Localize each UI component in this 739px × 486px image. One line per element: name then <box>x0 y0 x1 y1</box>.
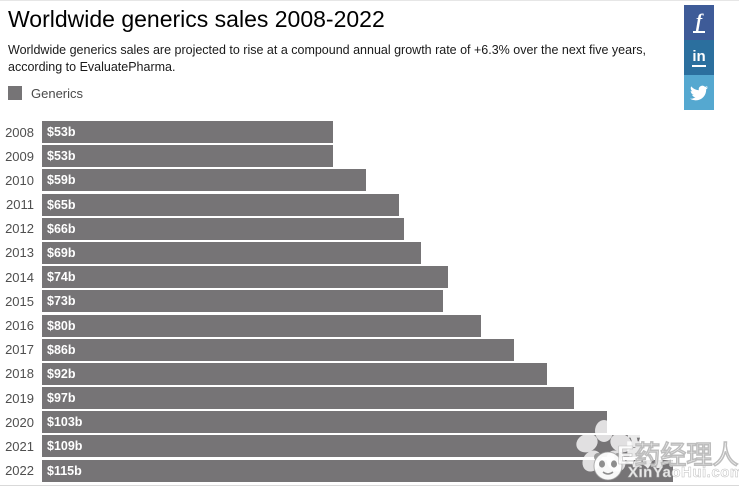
bar-value-label: $103b <box>47 415 83 430</box>
bar[interactable]: $65b <box>42 193 399 216</box>
bar-plot-area: $97b <box>42 387 739 410</box>
bar-row: 2020 $103b <box>0 411 739 434</box>
bar-plot-area: $65b <box>42 193 739 216</box>
bar-value-label: $73b <box>47 294 76 309</box>
bar[interactable]: $109b <box>42 435 641 458</box>
bar-plot-area: $109b <box>42 435 739 458</box>
bar-row: 2011 $65b <box>0 193 739 216</box>
bar[interactable]: $59b <box>42 169 366 192</box>
bar-value-label: $80b <box>47 318 76 333</box>
bar-value-label: $74b <box>47 270 76 285</box>
bar-plot-area: $73b <box>42 290 739 313</box>
bar-year-label: 2014 <box>5 269 34 285</box>
bar-plot-area: $53b <box>42 121 739 143</box>
bar-plot-area: $59b <box>42 169 739 192</box>
bar-value-label: $109b <box>47 439 83 454</box>
bar[interactable]: $97b <box>42 387 575 410</box>
bar-row: 2009 $53b <box>0 145 739 168</box>
twitter-share-button[interactable] <box>684 75 714 110</box>
bar-year-label: 2015 <box>5 293 34 309</box>
bar[interactable]: $69b <box>42 241 421 264</box>
bar-year-label: 2022 <box>5 463 34 479</box>
bar-year-label: 2019 <box>5 390 34 406</box>
bar-plot-area: $103b <box>42 411 739 434</box>
bar-year-label: 2021 <box>5 438 34 454</box>
bar-year-label: 2012 <box>5 221 34 237</box>
bar[interactable]: $86b <box>42 338 514 361</box>
bar[interactable]: $74b <box>42 266 449 289</box>
bar[interactable]: $103b <box>42 411 608 434</box>
bar-value-label: $65b <box>47 197 76 212</box>
bar-value-label: $92b <box>47 366 76 381</box>
bar-row: 2010 $59b <box>0 169 739 192</box>
bar-row: 2008 $53b <box>0 121 739 143</box>
bar-row: 2012 $66b <box>0 217 739 240</box>
bar-row: 2017 $86b <box>0 338 739 361</box>
bar-plot-area: $80b <box>42 314 739 337</box>
bar-plot-area: $69b <box>42 241 739 264</box>
bar-value-label: $53b <box>47 125 76 139</box>
bar-plot-area: $66b <box>42 217 739 240</box>
bar-value-label: $66b <box>47 221 76 236</box>
facebook-icon: f <box>692 12 706 33</box>
legend-swatch <box>8 86 22 100</box>
bar-row: 2014 $74b <box>0 266 739 289</box>
bar-value-label: $86b <box>47 342 76 357</box>
bar-year-label: 2011 <box>6 197 34 213</box>
bar-row: 2021 $109b <box>0 435 739 458</box>
twitter-bird-icon <box>690 85 708 100</box>
bar-row: 2015 $73b <box>0 290 739 313</box>
bar-year-label: 2016 <box>5 318 34 333</box>
bar[interactable]: $115b <box>42 459 674 482</box>
legend-item-generics[interactable]: Generics <box>8 85 739 101</box>
bar[interactable]: $66b <box>42 217 405 240</box>
bar[interactable]: $80b <box>42 314 482 337</box>
bar-value-label: $53b <box>47 149 76 164</box>
bar-year-label: 2008 <box>5 124 34 140</box>
bar-plot-area: $86b <box>42 338 739 361</box>
bar-plot-area: $53b <box>42 145 739 168</box>
chart-subtitle: Worldwide generics sales are projected t… <box>8 43 646 74</box>
bar-row: 2016 $80b <box>0 314 739 337</box>
bar[interactable]: $53b <box>42 121 333 143</box>
linkedin-share-button[interactable]: in <box>684 40 714 75</box>
bar-year-label: 2010 <box>5 172 34 188</box>
bar-plot-area: $92b <box>42 362 739 385</box>
bar-value-label: $69b <box>47 245 76 260</box>
bar[interactable]: $73b <box>42 290 443 313</box>
social-share-bar: f in <box>684 5 714 110</box>
linkedin-icon: in <box>692 47 706 67</box>
legend-label: Generics <box>31 85 84 101</box>
bar[interactable]: $53b <box>42 145 333 168</box>
bar[interactable]: $92b <box>42 362 547 385</box>
bar-year-label: 2013 <box>5 245 34 261</box>
bar-row: 2013 $69b <box>0 241 739 264</box>
page-title: Worldwide generics sales 2008-2022 <box>8 6 385 32</box>
bar-value-label: $115b <box>47 463 82 478</box>
bar-year-label: 2017 <box>5 342 34 358</box>
facebook-share-button[interactable]: f <box>684 5 714 40</box>
bar-year-label: 2020 <box>5 414 34 430</box>
bar-row: 2018 $92b <box>0 362 739 385</box>
bar-year-label: 2018 <box>5 366 34 382</box>
bar-value-label: $59b <box>47 173 76 188</box>
bar-chart: 2008 $53b 2009 $53b 2010 $59b <box>0 121 739 482</box>
bar-plot-area: $74b <box>42 266 739 289</box>
bar-row: 2022 $115b <box>0 459 739 482</box>
bar-value-label: $97b <box>47 391 76 406</box>
bar-plot-area: $115b <box>42 459 739 482</box>
bar-row: 2019 $97b <box>0 387 739 410</box>
bar-year-label: 2009 <box>5 148 34 164</box>
